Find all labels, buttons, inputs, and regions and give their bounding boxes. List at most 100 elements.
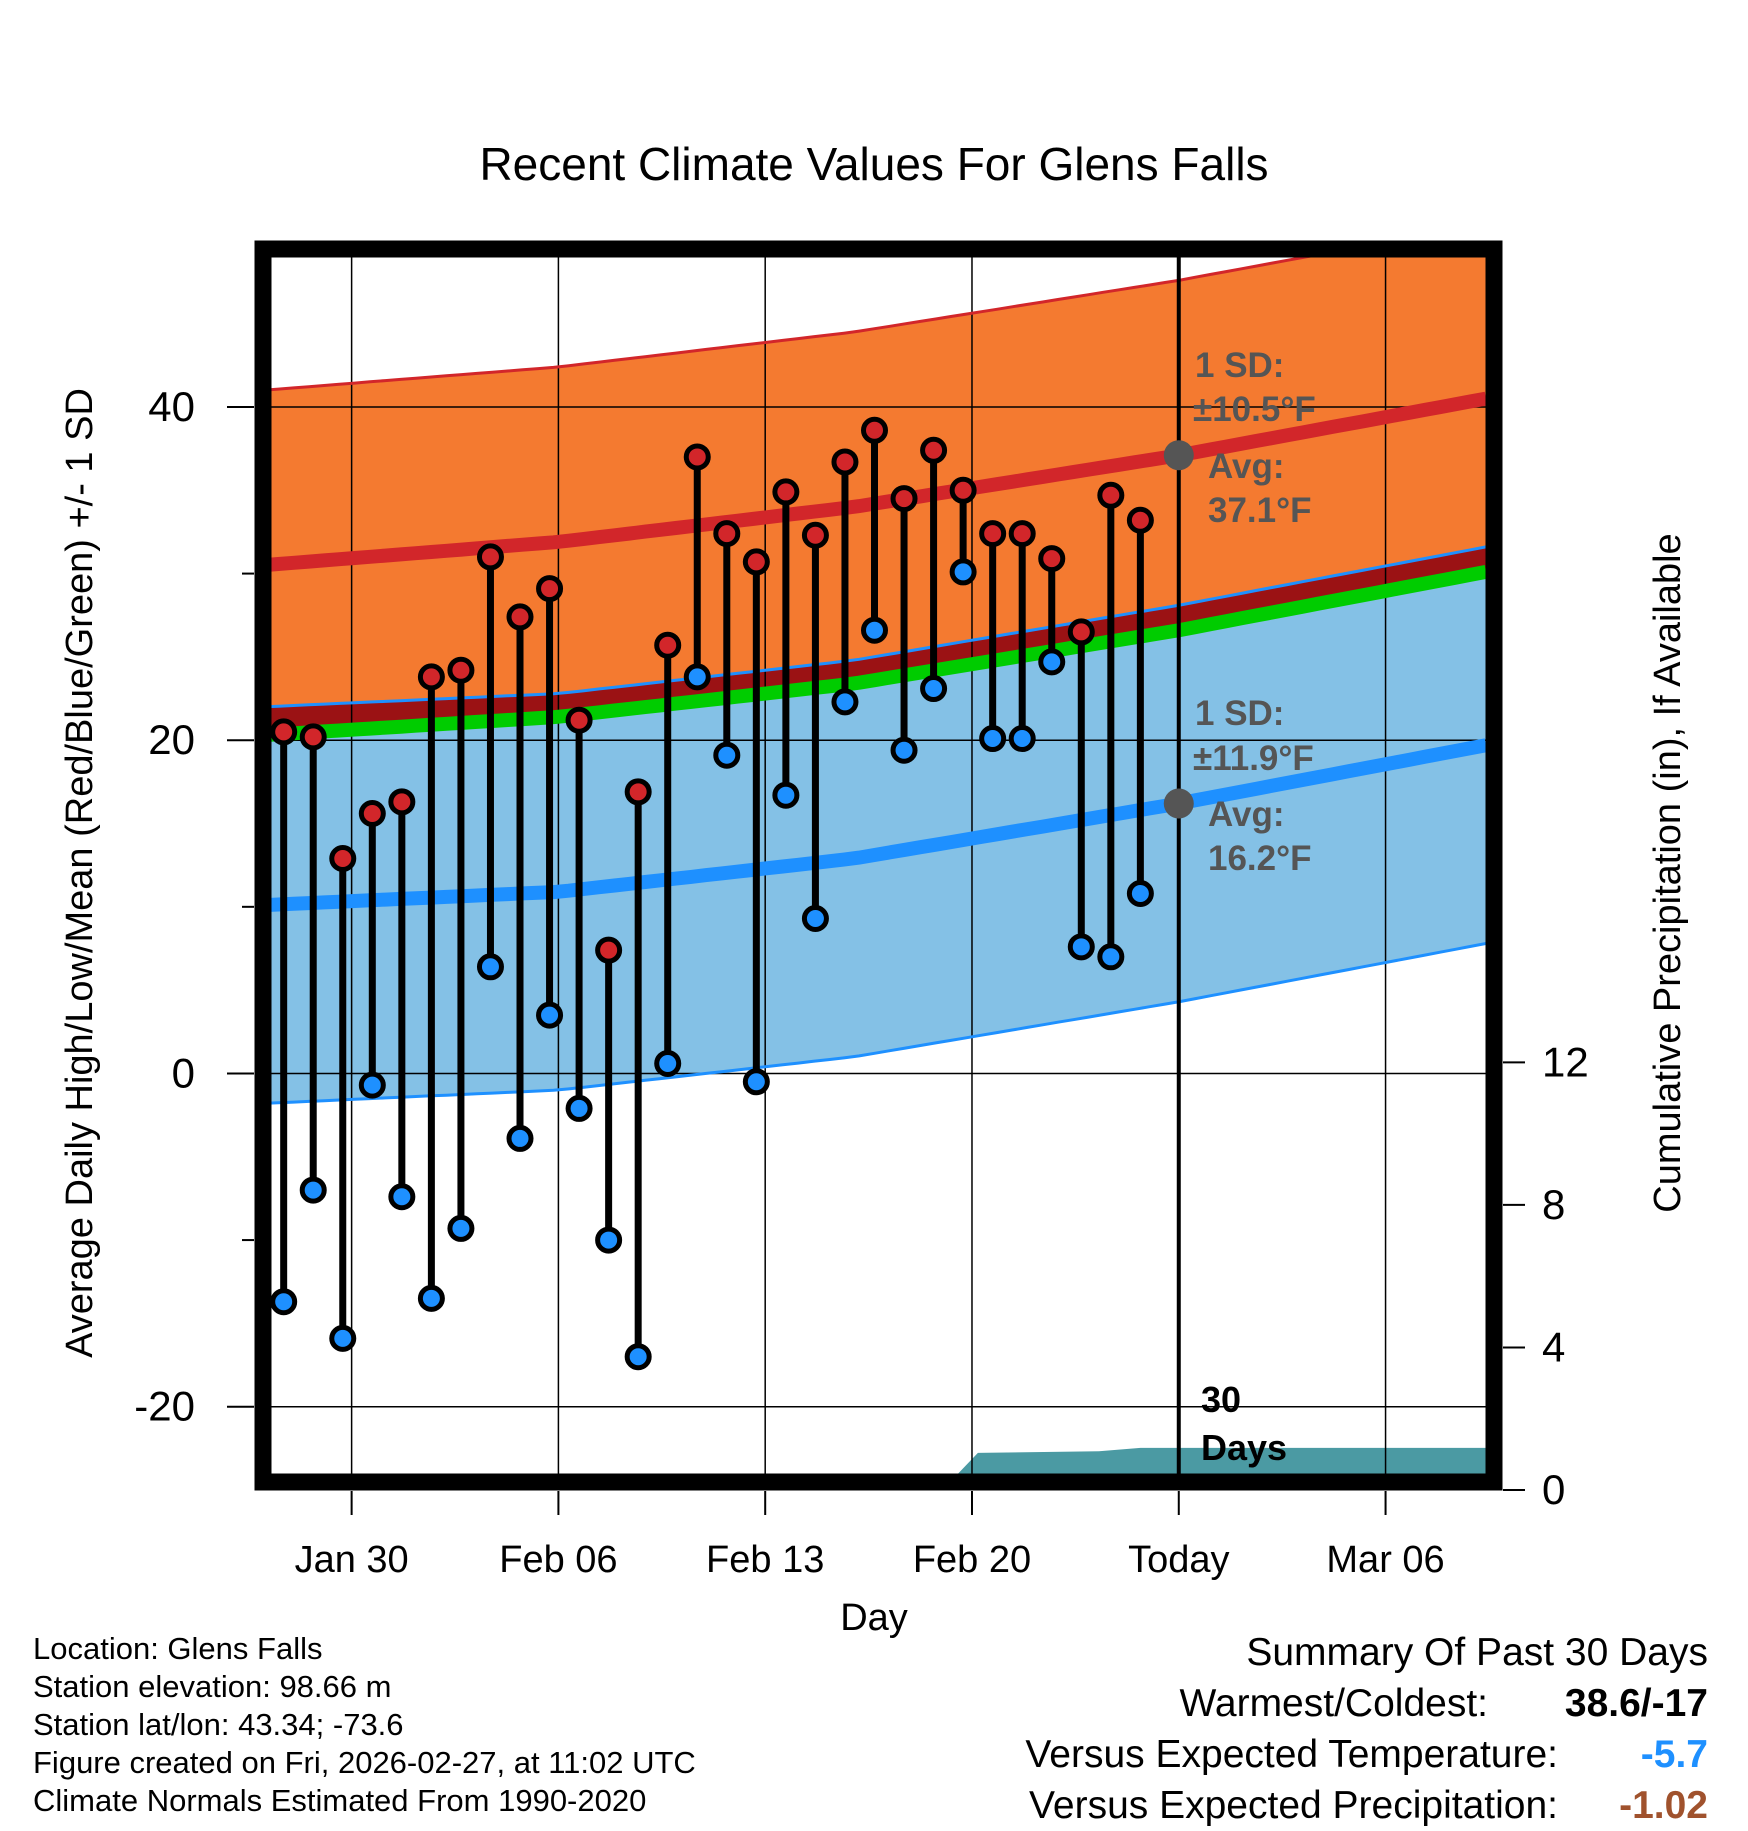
low-sd-label: 1 SD: [1195, 694, 1284, 733]
low-sd-value: ±11.9°F [1193, 739, 1314, 778]
observed-low-point [270, 1288, 298, 1316]
days-count-label: 30 [1201, 1379, 1241, 1420]
observed-low-point [713, 741, 741, 769]
y2-tick-label: 0 [1542, 1466, 1565, 1513]
y-tick-label: 20 [148, 716, 195, 763]
observed-high-point [1097, 481, 1125, 509]
high-avg-marker [1163, 440, 1194, 471]
observed-high-point [536, 575, 564, 603]
warm-cold-value: 38.6/-17 [1564, 1682, 1708, 1725]
station-info: Location: Glens Falls Station elevation:… [33, 1630, 696, 1820]
observed-low-point [299, 1176, 327, 1204]
x-tick-label: Mar 06 [1326, 1539, 1444, 1581]
low-avg-label: Avg: [1208, 795, 1284, 834]
observed-high-point [890, 485, 918, 513]
observed-high-point [654, 631, 682, 659]
precip-value: -1.02 [1619, 1784, 1708, 1827]
y-tick-label: 40 [148, 383, 195, 430]
observed-low-point [1008, 725, 1036, 753]
observed-high-point [624, 778, 652, 806]
observed-high-point [388, 788, 416, 816]
x-tick-label: Feb 06 [499, 1539, 617, 1581]
y-tick-label: 0 [172, 1049, 195, 1096]
y2-tick-label: 4 [1542, 1323, 1565, 1370]
precip-label: Versus Expected Precipitation: [1029, 1784, 1558, 1827]
observed-high-point [861, 416, 888, 444]
observed-high-point [1038, 545, 1066, 573]
high-avg-value: 37.1°F [1208, 491, 1312, 530]
observed-low-point [329, 1324, 357, 1352]
observed-low-point [801, 904, 829, 932]
observed-high-point [772, 478, 800, 506]
observed-low-point [388, 1183, 416, 1211]
normal-mean-line [263, 565, 1486, 743]
observed-low-point [742, 1068, 770, 1096]
latlon-text: Station lat/lon: 43.34; -73.6 [33, 1707, 404, 1742]
x-tick-label: Feb 13 [706, 1539, 824, 1581]
created-text: Figure created on Fri, 2026-02-27, at 11… [33, 1745, 696, 1780]
observed-high-point [476, 543, 504, 571]
observed-low-point [1067, 933, 1095, 961]
summary-temp-row: Versus Expected Temperature: -5.7 [808, 1729, 1708, 1780]
x-tick-label: Jan 30 [295, 1539, 409, 1581]
location-text: Location: Glens Falls [33, 1631, 323, 1666]
y-tick-label: -20 [134, 1383, 195, 1430]
observed-high-point [713, 520, 741, 548]
observed-low-point [624, 1343, 652, 1371]
observed-low-point [506, 1124, 534, 1152]
observed-high-point [417, 663, 445, 691]
observed-high-point [447, 656, 475, 684]
observed-high-point [1126, 506, 1154, 534]
observed-high-point [595, 936, 623, 964]
summary-panel: Summary Of Past 30 Days Warmest/Coldest:… [808, 1627, 1708, 1831]
observed-high-point [506, 603, 534, 631]
observed-high-point [920, 436, 948, 464]
high-band-upper-edge [263, 257, 1314, 392]
observed-high-point [949, 476, 977, 504]
elevation-text: Station elevation: 98.66 m [33, 1669, 392, 1704]
low-avg-value: 16.2°F [1208, 839, 1312, 878]
low-avg-marker [1163, 788, 1194, 819]
observed-low-point [979, 725, 1007, 753]
observed-high-point [1008, 520, 1036, 548]
observed-low-point [476, 953, 504, 981]
normals-text: Climate Normals Estimated From 1990-2020 [33, 1783, 647, 1818]
summary-warm-cold-row: Warmest/Coldest: 38.6/-17 [808, 1678, 1708, 1729]
x-axis: Jan 30 Feb 06 Feb 13 Feb 20 Today Mar 06 [295, 1491, 1445, 1581]
summary-precip-row: Versus Expected Precipitation: -1.02 [808, 1780, 1708, 1831]
observed-low-point [861, 616, 888, 644]
x-tick-label: Feb 20 [913, 1539, 1031, 1581]
x-axis-label: Day [840, 1597, 908, 1639]
high-avg-label: Avg: [1208, 447, 1284, 486]
observed-high-point [358, 800, 386, 828]
observed-high-point [270, 718, 298, 746]
days-word-label: Days [1201, 1427, 1287, 1468]
observed-low-point [1038, 648, 1066, 676]
observed-low-point [536, 1001, 564, 1029]
high-sd-value: ±10.5°F [1193, 390, 1316, 429]
y2-axis-label: Cumulative Precipitation (in), If Availa… [1647, 533, 1689, 1212]
observed-low-point [595, 1226, 623, 1254]
y-axis-left: -20 0 20 40 [134, 383, 254, 1430]
observed-high-point [742, 548, 770, 576]
summary-title: Summary Of Past 30 Days [1246, 1631, 1708, 1674]
y-axis-right: 0 4 8 12 [1503, 1038, 1589, 1513]
observed-values [270, 416, 1154, 1371]
observed-low-point [417, 1284, 445, 1312]
observed-low-point [683, 663, 711, 691]
observed-low-point [920, 675, 948, 703]
y2-tick-label: 8 [1542, 1181, 1565, 1228]
temp-value: -5.7 [1640, 1733, 1708, 1776]
observed-low-point [1097, 943, 1125, 971]
y2-tick-label: 12 [1542, 1038, 1589, 1085]
observed-low-point [1126, 879, 1154, 907]
observed-high-point [979, 520, 1007, 548]
observed-low-point [654, 1049, 682, 1077]
observed-low-point [772, 781, 800, 809]
normal-low-line [263, 738, 1486, 913]
observed-high-point [801, 521, 829, 549]
observed-high-point [1067, 618, 1095, 646]
observed-low-point [831, 688, 859, 716]
plot-frame [254, 240, 1503, 1491]
